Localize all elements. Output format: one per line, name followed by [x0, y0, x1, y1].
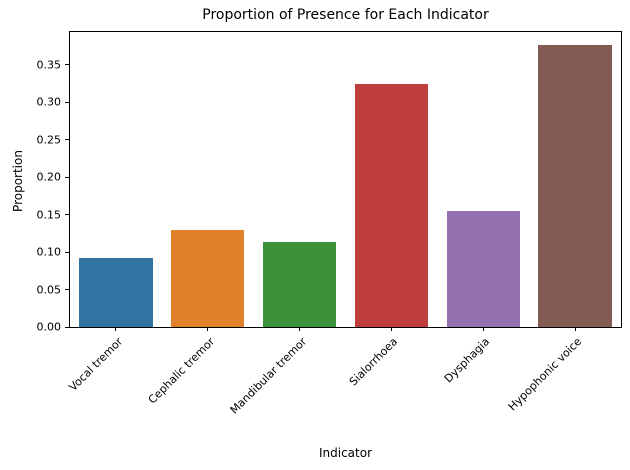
- y-tick-label: 0.35: [36, 58, 62, 72]
- y-tick-label: 0.25: [36, 133, 62, 147]
- y-tick: [65, 214, 69, 216]
- x-tick: [482, 327, 484, 331]
- bar-dysphagia: [446, 210, 520, 327]
- bar-cephalic-tremor: [171, 229, 245, 327]
- y-tick: [65, 326, 69, 328]
- bar-mandibular-tremor: [262, 241, 337, 327]
- bar-vocal-tremor: [79, 258, 153, 327]
- chart-title: Proportion of Presence for Each Indicato…: [202, 7, 489, 23]
- y-tick: [65, 139, 69, 141]
- x-tick: [299, 327, 301, 331]
- x-axis-label: Indicator: [318, 446, 373, 460]
- bar-sialorrhoea: [354, 84, 429, 327]
- y-tick: [65, 101, 69, 103]
- x-tick: [207, 327, 209, 331]
- y-tick-label: 0.20: [36, 170, 62, 184]
- y-tick: [65, 64, 69, 66]
- x-tick: [574, 327, 576, 331]
- x-tick: [115, 327, 117, 331]
- y-tick: [65, 289, 69, 291]
- y-tick-label: 0.10: [36, 245, 62, 259]
- y-tick-label: 0.05: [36, 283, 62, 297]
- bar-hypophonic-voice: [538, 44, 612, 327]
- y-tick-label: 0.15: [36, 208, 62, 222]
- plot-area: 0.00 0.05 0.10 0.15 0.20 0.25 0.30 0.35 Vocal tr…: [37, 31, 622, 417]
- x-tick: [390, 327, 392, 331]
- y-tick: [65, 176, 69, 178]
- y-tick-label: 0.00: [36, 320, 62, 334]
- y-tick-label: 0.30: [36, 95, 62, 109]
- y-tick: [65, 251, 69, 253]
